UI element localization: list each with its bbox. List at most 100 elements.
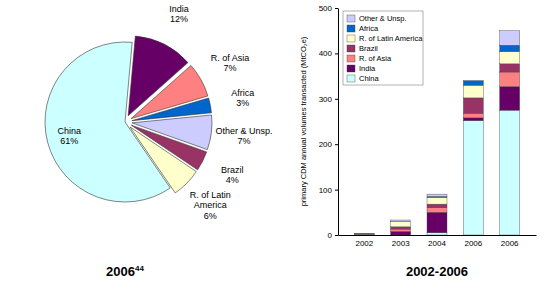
x-tick: 2006: [464, 239, 482, 248]
y-tick-label: 400: [319, 49, 333, 58]
legend-item: Brazil: [347, 44, 378, 53]
pie-category-line: China: [58, 126, 82, 136]
bar-series: [354, 72, 519, 235]
legend-label: R. of Asia: [359, 54, 392, 63]
x-axis: 2002 2003 2004 2006 2006: [339, 236, 537, 248]
y-tick-mark: [335, 190, 338, 191]
bar-segment: [463, 121, 483, 235]
bar-segment: [391, 229, 411, 231]
pie-category-line: Brazil: [221, 165, 244, 175]
pie-category-line: Other & Unsp.: [216, 126, 273, 136]
x-tick: 2002: [355, 239, 373, 248]
pie-value-label: 7%: [238, 136, 251, 146]
bar-segment: [354, 234, 374, 235]
legend-box: [343, 11, 423, 85]
pie-category-line: India: [169, 4, 189, 14]
pie-value-label: 3%: [236, 98, 249, 108]
bar-segment: [500, 45, 520, 51]
pie-value-label: 12%: [170, 14, 188, 24]
bar-segment: [354, 234, 374, 235]
bar-segment: [427, 208, 447, 213]
y-axis-title: primary CDM annual volumes transacted (M…: [299, 36, 308, 206]
bar-segment: [463, 85, 483, 98]
pie-category-label: India: [169, 4, 189, 14]
axis-line: [339, 235, 537, 236]
y-tick: 300: [319, 95, 338, 104]
x-tick: 2003: [392, 239, 410, 248]
legend-label: China: [359, 74, 379, 83]
bar-title: 2002-2006: [406, 264, 468, 279]
bar-segment: [354, 234, 374, 235]
y-tick: 500: [319, 4, 338, 13]
y-tick-label: 100: [319, 186, 333, 195]
chart-root: India12%R. of Asia7%Africa3%Other & Unsp…: [0, 0, 546, 302]
bar-segment: [463, 113, 483, 118]
pie-value-label: 7%: [223, 63, 236, 73]
bar-segment: [500, 87, 520, 111]
bar-segment: [427, 204, 447, 208]
legend-swatch: [347, 65, 355, 72]
y-tick-label: 500: [319, 4, 333, 13]
legend-swatch: [347, 25, 355, 32]
pie-category-label: R. of LatinAmerica: [190, 191, 231, 211]
bar-segment: [427, 233, 447, 235]
pie-title: 200644: [106, 264, 144, 279]
chart-svg: India12%R. of Asia7%Africa3%Other & Unsp…: [0, 0, 546, 302]
pie-category-label: Other & Unsp.: [216, 126, 273, 136]
bar-series: [354, 31, 519, 234]
legend-item: India: [347, 64, 376, 73]
y-tick: 200: [319, 140, 338, 149]
x-tick-label: 2006: [464, 239, 482, 248]
pie-category-line: Africa: [231, 88, 254, 98]
y-tick-mark: [335, 53, 338, 54]
y-tick-mark: [335, 144, 338, 145]
legend-swatch: [347, 55, 355, 62]
legend-label: R. of Latin America: [359, 34, 423, 43]
pie-category-line: R. of Asia: [211, 53, 250, 63]
pie-category-line: America: [194, 201, 227, 211]
bar-segment: [500, 52, 520, 64]
bar-segment: [391, 227, 411, 229]
x-tick: 2006: [501, 239, 519, 248]
bar-segment: [391, 221, 411, 226]
legend-label: Brazil: [359, 44, 378, 53]
pie-category-label: R. of Asia: [211, 53, 250, 63]
bar-segment: [463, 81, 483, 86]
y-tick-mark: [335, 8, 338, 9]
y-axis: 0 100 200 300 400 500: [319, 4, 339, 240]
pie-category-label: Africa: [231, 88, 254, 98]
pie: [45, 36, 212, 202]
legend-item: R. of Latin America: [347, 34, 423, 43]
pie-value-label: 4%: [226, 175, 239, 185]
x-tick-label: 2002: [355, 239, 373, 248]
y-tick-label: 300: [319, 95, 333, 104]
bar-segment: [427, 197, 447, 204]
legend-label: India: [359, 64, 376, 73]
y-tick-mark: [335, 235, 338, 236]
bar-series: [427, 45, 520, 197]
bar-segment: [354, 233, 374, 234]
pie-title-note: 44: [135, 264, 144, 273]
x-tick-label: 2004: [428, 239, 446, 248]
pie-value-label: 61%: [60, 136, 78, 146]
legend-swatch: [347, 45, 355, 52]
legend-label: Other & Unsp.: [359, 14, 407, 23]
bar-segment: [354, 233, 374, 234]
bar-segment: [391, 220, 411, 221]
pie-category-line: R. of Latin: [190, 191, 231, 201]
y-tick: 0: [328, 231, 338, 240]
axis-line: [338, 9, 339, 236]
pie-category-label: China: [58, 126, 82, 136]
legend-swatch: [347, 75, 355, 82]
pie-title-text: 2006: [106, 264, 135, 279]
pie-labels: India12%R. of Asia7%Africa3%Other & Unsp…: [58, 4, 273, 221]
legend-item: Other & Unsp.: [347, 14, 407, 23]
bar-series: [354, 87, 519, 235]
bar-series: [354, 64, 519, 235]
legend-item: China: [347, 74, 379, 83]
y-tick: 400: [319, 49, 338, 58]
y-tick: 100: [319, 186, 338, 195]
pie-slice: [45, 42, 170, 202]
legend-item: Africa: [347, 24, 379, 33]
bar-segment: [463, 118, 483, 121]
